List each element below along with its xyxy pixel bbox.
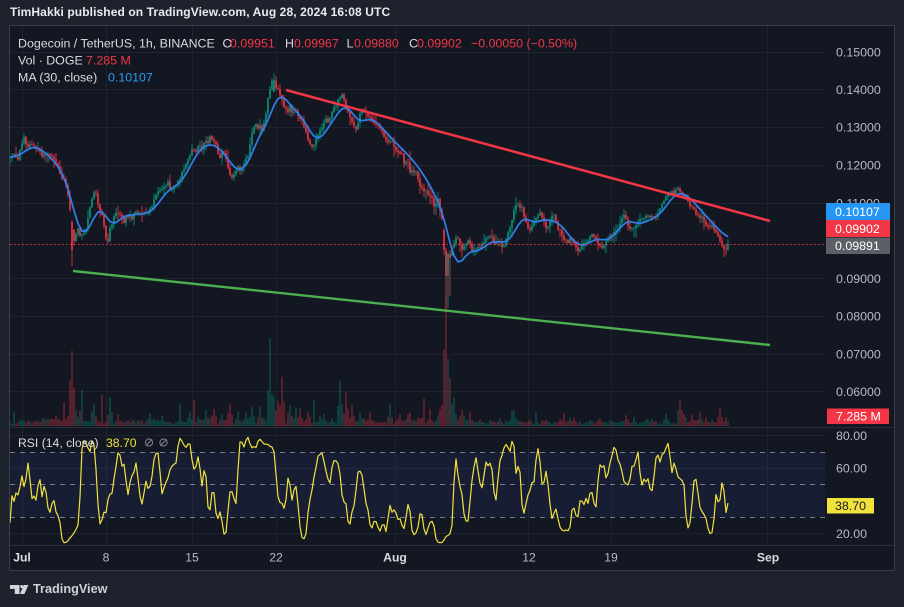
svg-text:38.70: 38.70 <box>106 436 137 450</box>
svg-text:Vol · DOGE: Vol · DOGE <box>18 54 83 68</box>
svg-text:19: 19 <box>604 550 618 564</box>
svg-text:Jul: Jul <box>13 550 31 564</box>
svg-text:0.06000: 0.06000 <box>836 385 881 399</box>
svg-text:0.15000: 0.15000 <box>836 45 881 59</box>
svg-text:MA (30, close): MA (30, close) <box>18 71 97 85</box>
svg-text:7.285 M: 7.285 M <box>86 54 131 68</box>
svg-text:C: C <box>409 37 418 51</box>
svg-text:0.09902: 0.09902 <box>417 37 462 51</box>
svg-text:8: 8 <box>103 550 110 564</box>
svg-text:0.09891: 0.09891 <box>835 239 880 253</box>
svg-text:0.12000: 0.12000 <box>836 158 881 172</box>
svg-text:0.09967: 0.09967 <box>294 37 339 51</box>
svg-text:80.00: 80.00 <box>836 429 867 443</box>
svg-text:−0.00050 (−0.50%): −0.00050 (−0.50%) <box>471 37 577 51</box>
svg-text:0.13000: 0.13000 <box>836 120 881 134</box>
svg-text:0.09000: 0.09000 <box>836 272 881 286</box>
svg-text:0.10107: 0.10107 <box>835 205 880 219</box>
svg-text:38.70: 38.70 <box>835 499 866 513</box>
svg-text:L: L <box>347 37 354 51</box>
svg-text:7.285 M: 7.285 M <box>836 410 881 424</box>
svg-text:15: 15 <box>185 550 199 564</box>
svg-text:0.10107: 0.10107 <box>108 71 153 85</box>
svg-text:RSI (14, close): RSI (14, close) <box>18 436 99 450</box>
svg-text:12: 12 <box>522 550 536 564</box>
svg-text:0.09902: 0.09902 <box>835 222 880 236</box>
svg-text:60.00: 60.00 <box>836 462 867 476</box>
svg-text:Aug: Aug <box>383 550 407 564</box>
svg-text:20.00: 20.00 <box>836 527 867 541</box>
svg-text:0.07000: 0.07000 <box>836 347 881 361</box>
svg-text:Dogecoin / TetherUS, 1h, BINAN: Dogecoin / TetherUS, 1h, BINANCE <box>18 37 215 51</box>
svg-text:22: 22 <box>269 550 283 564</box>
svg-text:0.09880: 0.09880 <box>354 37 399 51</box>
svg-text:0.09951: 0.09951 <box>230 37 275 51</box>
svg-text:0.08000: 0.08000 <box>836 309 881 323</box>
svg-text:H: H <box>285 37 294 51</box>
svg-text:O: O <box>223 37 233 51</box>
svg-text:Sep: Sep <box>757 550 779 564</box>
svg-text:0.14000: 0.14000 <box>836 83 881 97</box>
